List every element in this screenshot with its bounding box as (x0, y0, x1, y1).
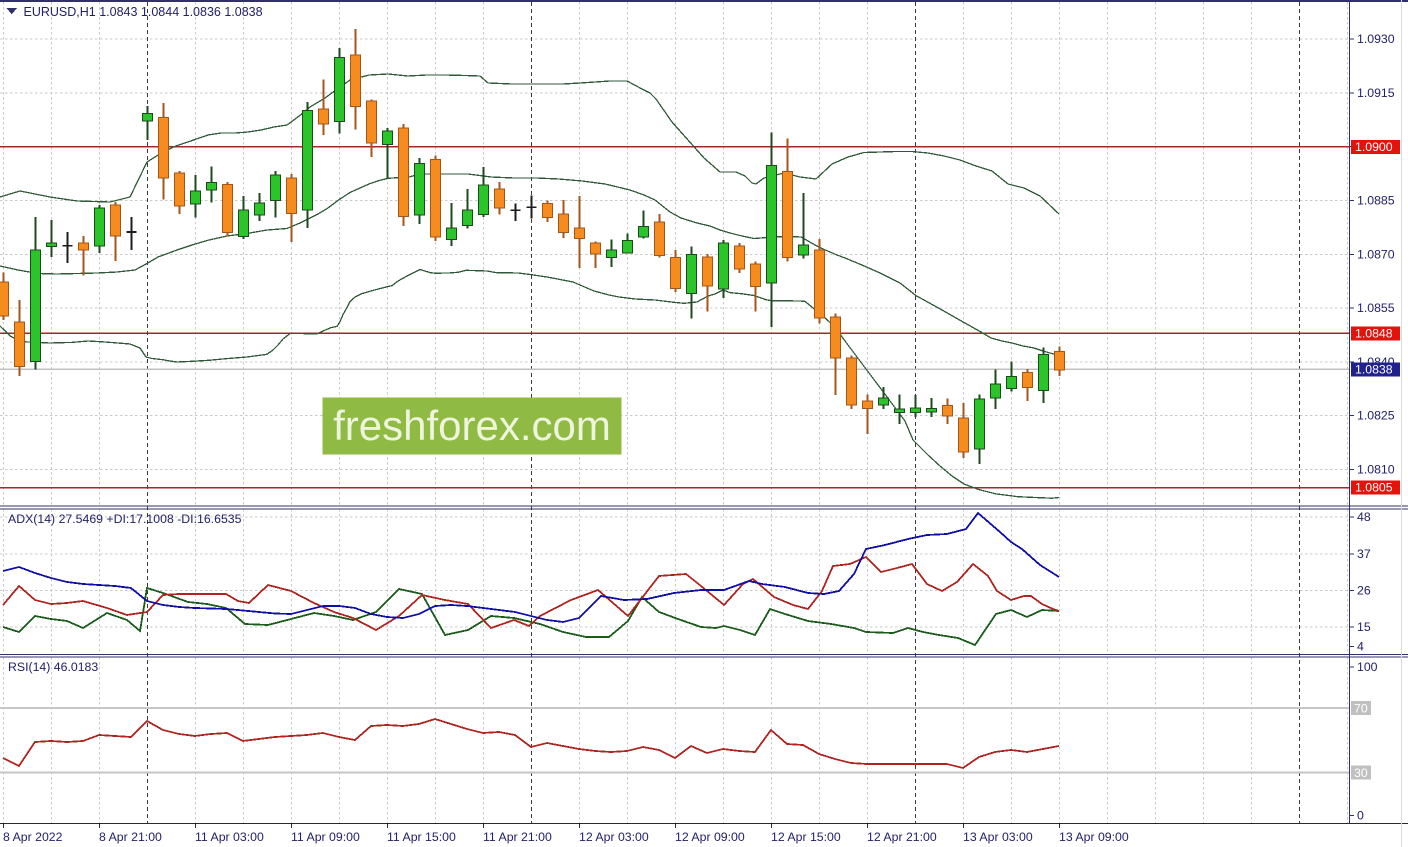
svg-text:12 Apr 09:00: 12 Apr 09:00 (675, 830, 745, 844)
svg-text:1.0870: 1.0870 (1357, 247, 1395, 261)
svg-text:11 Apr 15:00: 11 Apr 15:00 (387, 830, 456, 844)
svg-text:1.0805: 1.0805 (1355, 481, 1393, 495)
svg-text:15: 15 (1357, 620, 1371, 634)
svg-text:37: 37 (1357, 547, 1371, 561)
svg-text:70: 70 (1354, 702, 1368, 716)
svg-text:EURUSD,H1 1.0843 1.0844 1.083: EURUSD,H1 1.0843 1.0844 1.0836 1.0838 (24, 5, 263, 19)
svg-text:1.0825: 1.0825 (1357, 409, 1395, 423)
svg-text:13 Apr 03:00: 13 Apr 03:00 (963, 830, 1033, 844)
svg-text:12 Apr 03:00: 12 Apr 03:00 (579, 830, 649, 844)
svg-text:8 Apr 2022: 8 Apr 2022 (3, 830, 63, 844)
svg-text:1.0915: 1.0915 (1357, 86, 1395, 100)
svg-text:1.0838: 1.0838 (1355, 362, 1393, 376)
svg-text:13 Apr 09:00: 13 Apr 09:00 (1059, 830, 1129, 844)
svg-text:1.0885: 1.0885 (1357, 194, 1395, 208)
svg-text:0: 0 (1357, 809, 1364, 823)
svg-text:100: 100 (1357, 660, 1378, 674)
svg-text:1.0855: 1.0855 (1357, 301, 1395, 315)
svg-text:11 Apr 03:00: 11 Apr 03:00 (195, 830, 264, 844)
svg-text:11 Apr 09:00: 11 Apr 09:00 (291, 830, 360, 844)
svg-text:30: 30 (1354, 766, 1368, 780)
svg-text:freshforex.com: freshforex.com (333, 402, 611, 449)
svg-text:12 Apr 21:00: 12 Apr 21:00 (867, 830, 937, 844)
svg-text:4: 4 (1357, 640, 1364, 654)
svg-text:1.0810: 1.0810 (1357, 463, 1395, 477)
svg-text:ADX(14) 27.5469 +DI:17.1008 -D: ADX(14) 27.5469 +DI:17.1008 -DI:16.6535 (8, 512, 242, 526)
svg-text:12 Apr 15:00: 12 Apr 15:00 (771, 830, 841, 844)
svg-text:1.0900: 1.0900 (1355, 140, 1393, 154)
svg-text:1.0848: 1.0848 (1355, 326, 1393, 340)
svg-text:1.0930: 1.0930 (1357, 32, 1395, 46)
svg-text:26: 26 (1357, 583, 1371, 597)
svg-text:11 Apr 21:00: 11 Apr 21:00 (483, 830, 552, 844)
svg-text:48: 48 (1357, 510, 1371, 524)
svg-text:RSI(14) 46.0183: RSI(14) 46.0183 (8, 660, 98, 674)
svg-text:8 Apr 21:00: 8 Apr 21:00 (99, 830, 162, 844)
